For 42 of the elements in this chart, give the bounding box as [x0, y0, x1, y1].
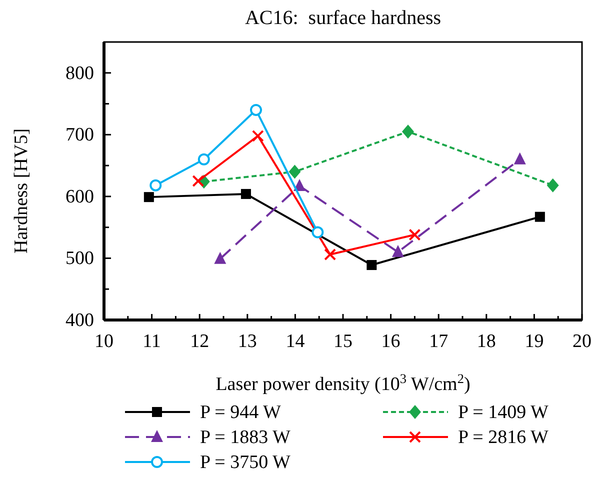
- point: [408, 228, 421, 241]
- x-tick-label: 16: [381, 331, 400, 352]
- point: [214, 252, 226, 264]
- legend-label: P = 1409 W: [458, 402, 548, 423]
- legend-label: P = 3750 W: [200, 452, 290, 473]
- point: [392, 245, 404, 258]
- x-tick-label: 18: [476, 331, 496, 352]
- point: [514, 152, 526, 164]
- x-tick-label: 20: [572, 331, 592, 352]
- point: [192, 175, 204, 187]
- x-tick-label: 17: [429, 331, 448, 352]
- point: [240, 188, 251, 199]
- point: [198, 153, 210, 166]
- point: [324, 248, 336, 261]
- x-axis-title: Laser power density (10$^{3}$ W/cm$^{2}$): [216, 370, 470, 395]
- x-tick-label: 15: [334, 331, 352, 352]
- point: [144, 192, 154, 202]
- point: [288, 164, 301, 179]
- chart-title: AC16: surface hardness: [244, 7, 442, 29]
- x-tick-label: 19: [524, 331, 544, 352]
- legend-label: P = 944 W: [200, 402, 281, 423]
- point: [312, 226, 324, 238]
- y-tick-label: 400: [66, 310, 94, 331]
- y-axis-title: Hardness [HV5]: [11, 128, 32, 254]
- x-tick-label: 12: [190, 331, 210, 352]
- point: [252, 130, 264, 142]
- legend-label: P = 2816 W: [458, 427, 548, 448]
- point: [150, 179, 162, 192]
- y-tick-label: 500: [66, 248, 94, 270]
- point: [546, 178, 559, 192]
- x-tick-label: 13: [238, 331, 257, 352]
- y-tick-label: 700: [66, 124, 94, 146]
- point: [402, 124, 414, 139]
- y-tick-label: 600: [66, 186, 94, 208]
- x-tick-label: 10: [94, 331, 114, 352]
- x-tick-label: 11: [142, 331, 161, 352]
- point: [534, 212, 545, 222]
- x-tick-label: 14: [286, 331, 306, 352]
- legend-label: P = 1883 W: [200, 427, 290, 448]
- y-tick-label: 800: [66, 62, 94, 84]
- point: [250, 104, 262, 116]
- point: [366, 260, 377, 270]
